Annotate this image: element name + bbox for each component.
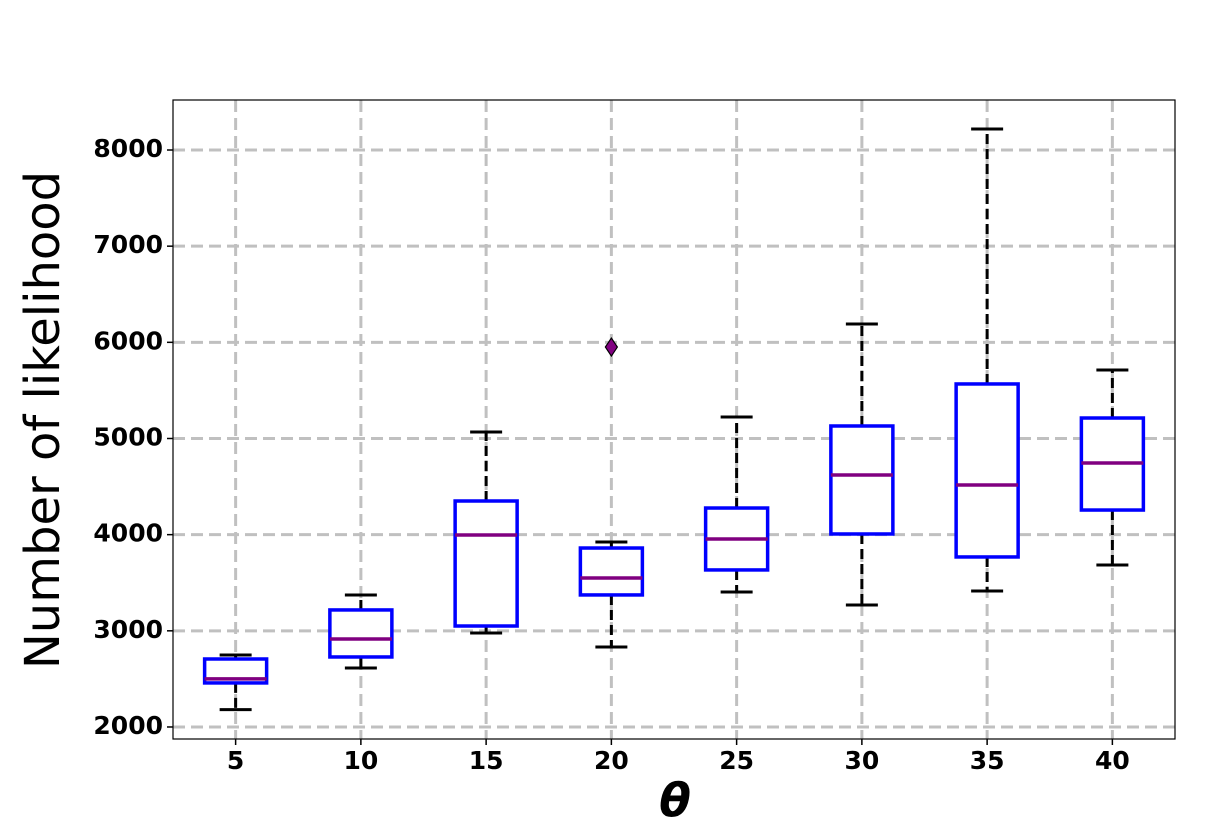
- plot-frame: [172, 99, 1176, 740]
- y-tick-label: 3000: [93, 615, 163, 644]
- box: [954, 382, 1020, 559]
- x-tick-label: 10: [343, 746, 378, 775]
- x-tick-label: 30: [844, 746, 879, 775]
- y-tick-label: 2000: [93, 711, 163, 740]
- box: [829, 424, 895, 536]
- box: [453, 499, 519, 628]
- y-tick-label: 7000: [93, 230, 163, 259]
- x-tick-label: 25: [719, 746, 754, 775]
- x-tick-label: 40: [1095, 746, 1130, 775]
- box: [578, 546, 645, 597]
- x-tick-label: 15: [469, 746, 504, 775]
- x-axis-label: θ: [659, 774, 691, 828]
- y-tick-label: 5000: [93, 422, 163, 451]
- box: [202, 657, 269, 685]
- box: [328, 608, 394, 659]
- y-tick-label: 4000: [93, 519, 163, 548]
- x-tick-label: 35: [970, 746, 1005, 775]
- x-tick-label: 20: [594, 746, 629, 775]
- y-tick-label: 8000: [93, 134, 163, 163]
- y-tick-label: 6000: [93, 326, 163, 355]
- flier: [604, 336, 619, 358]
- x-tick-label: 5: [227, 746, 244, 775]
- y-axis-label: Number of likelihood: [15, 171, 71, 669]
